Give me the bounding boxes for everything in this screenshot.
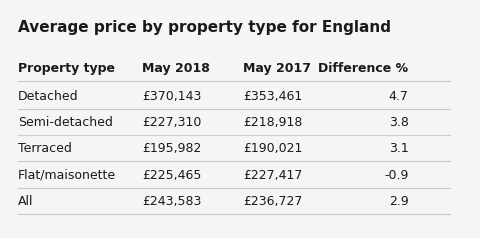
Text: 4.7: 4.7 xyxy=(389,89,408,103)
Text: £227,310: £227,310 xyxy=(142,116,202,129)
Text: £236,727: £236,727 xyxy=(243,195,302,208)
Text: Semi-detached: Semi-detached xyxy=(18,116,113,129)
Text: May 2017: May 2017 xyxy=(243,62,311,75)
Text: £243,583: £243,583 xyxy=(142,195,202,208)
Text: £370,143: £370,143 xyxy=(142,89,202,103)
Text: Property type: Property type xyxy=(18,62,115,75)
Text: £353,461: £353,461 xyxy=(243,89,302,103)
Text: £227,417: £227,417 xyxy=(243,169,302,182)
Text: 2.9: 2.9 xyxy=(389,195,408,208)
Text: Detached: Detached xyxy=(18,89,79,103)
Text: Average price by property type for England: Average price by property type for Engla… xyxy=(18,20,391,35)
Text: May 2018: May 2018 xyxy=(142,62,210,75)
Text: Terraced: Terraced xyxy=(18,142,72,155)
Text: £190,021: £190,021 xyxy=(243,142,302,155)
Text: Flat/maisonette: Flat/maisonette xyxy=(18,169,116,182)
Text: £225,465: £225,465 xyxy=(142,169,202,182)
Text: £218,918: £218,918 xyxy=(243,116,302,129)
Text: 3.1: 3.1 xyxy=(389,142,408,155)
Text: Difference %: Difference % xyxy=(318,62,408,75)
Text: 3.8: 3.8 xyxy=(389,116,408,129)
Text: £195,982: £195,982 xyxy=(142,142,202,155)
Text: All: All xyxy=(18,195,34,208)
Text: -0.9: -0.9 xyxy=(384,169,408,182)
